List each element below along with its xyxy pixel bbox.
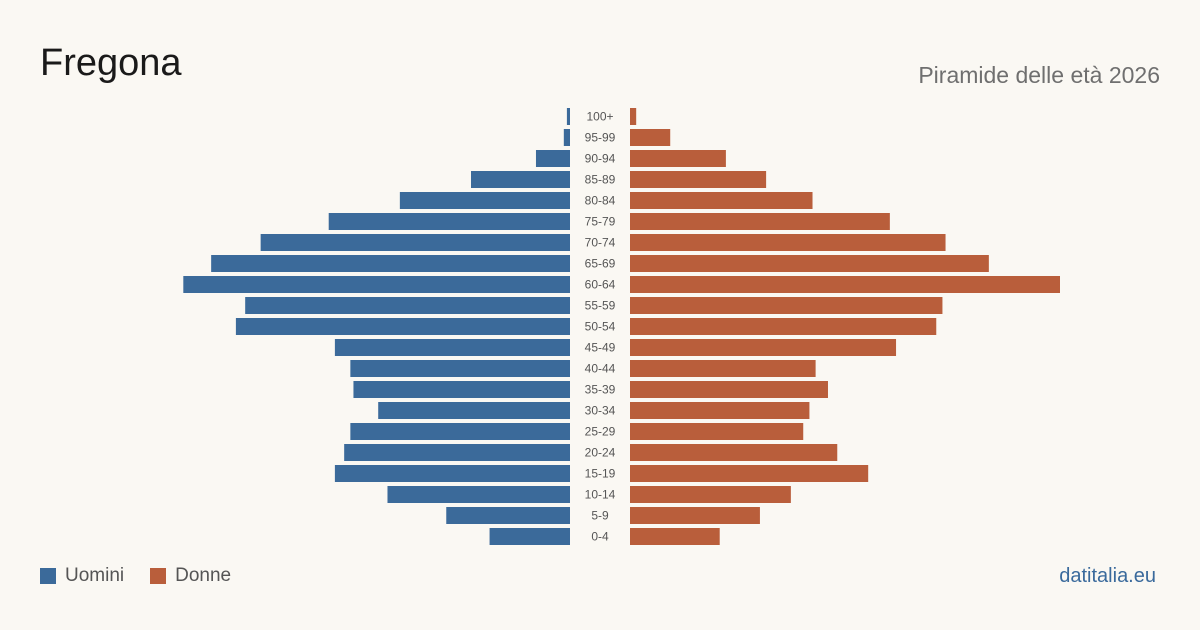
age-label-80-84: 80-84 <box>585 194 616 208</box>
bar-female-75-79 <box>630 213 890 230</box>
age-label-35-39: 35-39 <box>585 383 616 397</box>
age-label-5-9: 5-9 <box>591 509 609 523</box>
population-pyramid: 100+ 95-99 90-94 85-89 80-84 75-79 70-74 65-69 6… <box>183 108 1060 545</box>
bar-male-90-94 <box>535 150 570 167</box>
age-label-95-99: 95-99 <box>585 131 616 145</box>
age-label-0-4: 0-4 <box>591 530 609 544</box>
bar-female-55-59 <box>630 297 943 314</box>
bar-female-70-74 <box>630 234 946 251</box>
legend-label-female: Donne <box>175 565 232 586</box>
bar-female-100plus <box>630 108 637 125</box>
legend-label-male: Uomini <box>65 565 125 586</box>
chart-subtitle: Piramide delle età 2026 <box>918 62 1160 88</box>
bar-female-40-44 <box>630 360 816 377</box>
bar-female-60-64 <box>630 276 1060 293</box>
bar-female-35-39 <box>630 381 828 398</box>
bar-female-0-4 <box>630 528 720 545</box>
bar-male-100plus <box>566 108 570 125</box>
bar-male-20-24 <box>344 444 570 461</box>
bar-male-65-69 <box>211 255 571 272</box>
age-label-40-44: 40-44 <box>585 362 616 376</box>
bar-male-40-44 <box>350 360 570 377</box>
age-label-30-34: 30-34 <box>585 404 616 418</box>
age-label-25-29: 25-29 <box>585 425 616 439</box>
legend: Uomini Donne <box>40 565 231 587</box>
age-label-85-89: 85-89 <box>585 173 616 187</box>
bar-female-50-54 <box>630 318 937 335</box>
bar-female-30-34 <box>630 402 810 419</box>
bar-female-85-89 <box>630 171 767 188</box>
bar-male-35-39 <box>353 381 570 398</box>
age-label-60-64: 60-64 <box>585 278 616 292</box>
bar-male-30-34 <box>378 402 570 419</box>
legend-item-male: Uomini <box>40 565 124 587</box>
age-label-55-59: 55-59 <box>585 299 616 313</box>
bar-male-15-19 <box>334 465 570 482</box>
bar-male-80-84 <box>399 192 570 209</box>
age-label-100plus: 100+ <box>586 110 613 124</box>
bar-female-20-24 <box>630 444 838 461</box>
legend-item-female: Donne <box>150 565 231 587</box>
age-label-45-49: 45-49 <box>585 341 616 355</box>
age-label-65-69: 65-69 <box>585 257 616 271</box>
age-label-50-54: 50-54 <box>585 320 616 334</box>
bar-female-15-19 <box>630 465 869 482</box>
bar-male-5-9 <box>446 507 570 524</box>
age-label-70-74: 70-74 <box>585 236 616 250</box>
bar-female-10-14 <box>630 486 791 503</box>
bar-male-10-14 <box>387 486 570 503</box>
bar-female-80-84 <box>630 192 813 209</box>
bar-female-95-99 <box>630 129 671 146</box>
bar-male-70-74 <box>260 234 570 251</box>
bar-male-85-89 <box>471 171 570 188</box>
age-label-20-24: 20-24 <box>585 446 616 460</box>
bar-male-0-4 <box>489 528 570 545</box>
age-label-75-79: 75-79 <box>585 215 616 229</box>
bar-female-45-49 <box>630 339 897 356</box>
chart-title: Fregona <box>40 42 182 84</box>
source-link[interactable]: datitalia.eu <box>1059 565 1156 587</box>
bar-male-45-49 <box>334 339 570 356</box>
bar-female-5-9 <box>630 507 760 524</box>
bar-female-25-29 <box>630 423 804 440</box>
bar-female-65-69 <box>630 255 989 272</box>
legend-swatch-male <box>40 568 56 584</box>
bar-male-25-29 <box>350 423 570 440</box>
age-label-90-94: 90-94 <box>585 152 616 166</box>
bar-female-90-94 <box>630 150 726 167</box>
bar-male-55-59 <box>245 297 570 314</box>
bar-male-75-79 <box>328 213 570 230</box>
legend-swatch-female <box>150 568 167 584</box>
bar-male-60-64 <box>183 276 570 293</box>
age-label-15-19: 15-19 <box>585 467 616 481</box>
bar-male-50-54 <box>235 318 570 335</box>
bar-male-95-99 <box>563 129 570 146</box>
age-label-10-14: 10-14 <box>585 488 616 502</box>
